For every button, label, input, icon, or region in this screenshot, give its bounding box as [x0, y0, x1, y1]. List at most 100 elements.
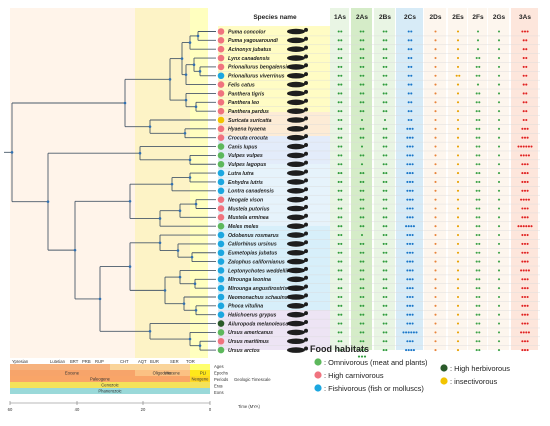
tree-node	[98, 297, 102, 301]
column-bg-1As	[330, 8, 349, 350]
species-row: Mustela putorius	[217, 203, 540, 212]
gene-copy-dot	[523, 340, 527, 343]
animal-head-icon	[304, 204, 308, 209]
column-header-2Gs: 2Gs	[493, 14, 506, 21]
tree-node	[194, 202, 198, 206]
animal-head-icon	[304, 142, 308, 147]
gene-copy-dot	[358, 349, 361, 352]
gene-copy-dot	[476, 83, 480, 86]
gene-copy-dot	[497, 349, 501, 352]
animal-head-icon	[304, 160, 308, 165]
gene-copy-dot	[526, 322, 529, 325]
gene-copy-dot	[382, 278, 385, 281]
period-label: Paleogene	[90, 377, 111, 382]
species-name: Vulpes vulpes	[228, 153, 263, 159]
eocene-band	[10, 8, 135, 358]
gene-copy-dot	[497, 287, 501, 290]
gene-copy-dot	[523, 189, 527, 192]
epoch-eocene	[10, 370, 135, 376]
gene-copy-dot	[476, 48, 480, 51]
gene-copy-dot	[411, 154, 414, 157]
canidae-band	[218, 136, 330, 164]
age-oligocene-stages	[110, 364, 190, 370]
gene-copy-dot	[434, 172, 437, 175]
gene-copy-dot	[456, 65, 460, 68]
gene-copy-dot	[385, 349, 388, 352]
gene-copy-dot	[382, 207, 385, 210]
gene-copy-dot	[359, 313, 362, 316]
gene-copy-dot	[525, 83, 528, 86]
tree-node	[182, 302, 186, 305]
tree-node	[196, 34, 200, 38]
gene-copy-dot	[434, 269, 437, 272]
gene-copy-dot	[526, 349, 529, 352]
column-header-2As: 2As	[356, 14, 368, 21]
animal-silhouette-icon	[287, 232, 305, 238]
gene-copy-dot	[408, 127, 412, 130]
gene-copy-dot	[434, 145, 437, 148]
species-row: Panthera leo	[217, 97, 540, 106]
gene-copy-dot	[520, 145, 523, 148]
gene-copy-dot	[382, 322, 385, 325]
gene-copy-dot	[456, 322, 460, 325]
gene-copy-dot	[458, 74, 461, 77]
gene-copy-dot	[340, 287, 343, 290]
animal-silhouette-icon	[287, 64, 305, 70]
gene-copy-dot	[497, 57, 501, 60]
legend-insectivorous: : insectivorous	[450, 377, 498, 386]
gene-copy-dot	[337, 154, 340, 157]
gene-copy-dot	[497, 118, 501, 122]
gene-copy-dot	[406, 136, 409, 139]
gene-copy-dot	[475, 349, 478, 352]
gene-copy-dot	[408, 198, 412, 201]
gene-copy-dot	[475, 225, 478, 228]
gene-copy-dot	[478, 180, 481, 183]
gene-copy-dot	[521, 251, 524, 254]
habitat-marker	[217, 258, 225, 265]
habitat-marker	[217, 54, 225, 62]
gene-copy-dot	[340, 145, 343, 148]
gene-copy-dot	[408, 154, 412, 157]
gene-copy-dot	[434, 260, 437, 263]
mustelidae-band	[218, 164, 330, 226]
animal-head-icon	[304, 302, 308, 307]
species-name: Vulpes lagopus	[228, 162, 266, 168]
gene-copy-dot	[523, 172, 527, 175]
gene-copy-dot	[408, 216, 412, 219]
gene-copy-dot	[382, 163, 385, 166]
species-name: Panthera tigris	[228, 91, 264, 97]
gene-copy-dot	[522, 225, 525, 228]
gene-copy-dot	[385, 163, 388, 166]
gene-copy-dot	[337, 234, 340, 237]
period-paleogene	[10, 376, 190, 382]
tree-node	[194, 105, 198, 109]
gene-copy-dot	[337, 251, 340, 254]
gene-copy-dot	[382, 110, 385, 113]
gene-copy-dot	[337, 74, 340, 77]
animal-head-icon	[304, 213, 308, 218]
gene-copy-dot	[408, 145, 412, 148]
gene-copy-dot	[385, 331, 388, 334]
gene-copy-dot	[456, 154, 460, 157]
gene-copy-dot	[523, 180, 527, 183]
gene-copy-dot	[406, 287, 409, 290]
animal-silhouette-icon	[287, 170, 305, 176]
gene-copy-dot	[526, 136, 529, 139]
animal-silhouette-icon	[287, 285, 305, 291]
gene-copy-dot	[456, 225, 460, 228]
gene-copy-dot	[497, 172, 501, 175]
species-name: Hyaena hyaena	[228, 127, 266, 133]
gene-copy-dot	[497, 48, 501, 51]
gene-copy-dot	[478, 242, 481, 245]
gene-copy-dot	[360, 118, 364, 122]
gene-copy-dot	[385, 269, 388, 272]
gene-copy-dot	[478, 295, 481, 299]
gene-copy-dot	[382, 101, 385, 104]
gene-copy-dot	[478, 278, 481, 281]
gene-copy-dot	[456, 30, 460, 33]
gene-copy-dot	[478, 163, 481, 166]
gene-copy-dot	[359, 189, 362, 192]
habitat-marker	[217, 276, 225, 283]
gene-copy-dot	[521, 322, 524, 325]
gene-copy-dot	[359, 322, 362, 325]
